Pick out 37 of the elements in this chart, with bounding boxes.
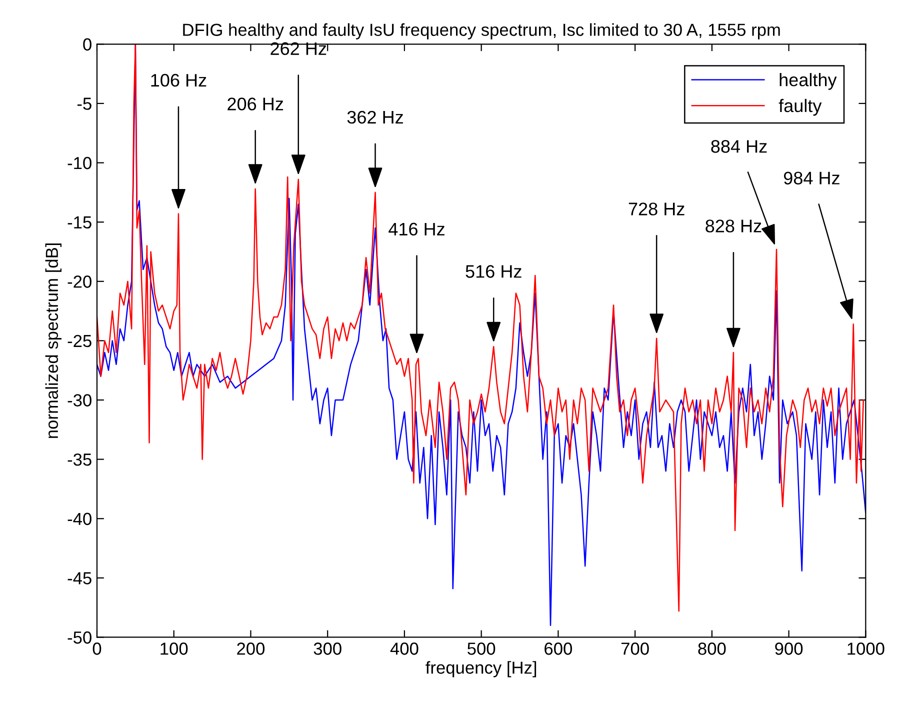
y-tick-label: 0 <box>83 38 92 51</box>
annotation: 516 Hz <box>466 265 522 278</box>
chart-title: DFIG healthy and faulty IsU frequency spectrum, Isc limited to 30 A, 1555 rpm <box>183 23 780 40</box>
x-tick-label: 900 <box>775 642 803 655</box>
x-tick-label: 700 <box>621 642 649 655</box>
x-tick-label: 400 <box>390 642 418 655</box>
x-tick-label: 800 <box>698 642 726 655</box>
x-tick-label: 0 <box>92 642 102 655</box>
x-tick-label: 600 <box>544 642 572 655</box>
y-tick-label: -35 <box>68 453 92 466</box>
y-tick-label: -5 <box>77 98 92 110</box>
y-tick-label: -15 <box>68 216 92 229</box>
x-axis-title: frequency [Hz] <box>426 661 536 678</box>
y-tick-label: -45 <box>68 572 92 584</box>
x-tick-label: 300 <box>314 642 342 655</box>
y-tick-label: -25 <box>68 334 92 348</box>
annotation: 106 Hz <box>151 74 206 87</box>
legend-label: healthy <box>780 73 837 90</box>
x-tick-label: 100 <box>160 642 188 655</box>
y-axis-title: normalized spectrum [dB] <box>45 244 62 438</box>
x-tick-label: 500 <box>468 642 496 655</box>
annotation: 728 Hz <box>628 202 684 216</box>
y-tick-label: -30 <box>68 394 92 406</box>
y-tick-label: -50 <box>68 631 92 644</box>
y-tick-label: -20 <box>68 276 92 288</box>
annotation: 828 Hz <box>706 220 762 232</box>
annotation: 262 Hz <box>270 42 326 56</box>
annotation: 362 Hz <box>347 110 403 124</box>
x-tick-label: 1000 <box>848 642 884 655</box>
annotation: 416 Hz <box>388 222 444 236</box>
y-tick-label: -40 <box>68 512 92 526</box>
y-tick-label: -10 <box>68 156 92 170</box>
x-tick-label: 200 <box>237 642 265 655</box>
annotation: 884 Hz <box>711 140 767 153</box>
annotation: 206 Hz <box>228 98 284 110</box>
annotation: 984 Hz <box>784 172 840 184</box>
legend-label: faulty <box>778 98 822 116</box>
